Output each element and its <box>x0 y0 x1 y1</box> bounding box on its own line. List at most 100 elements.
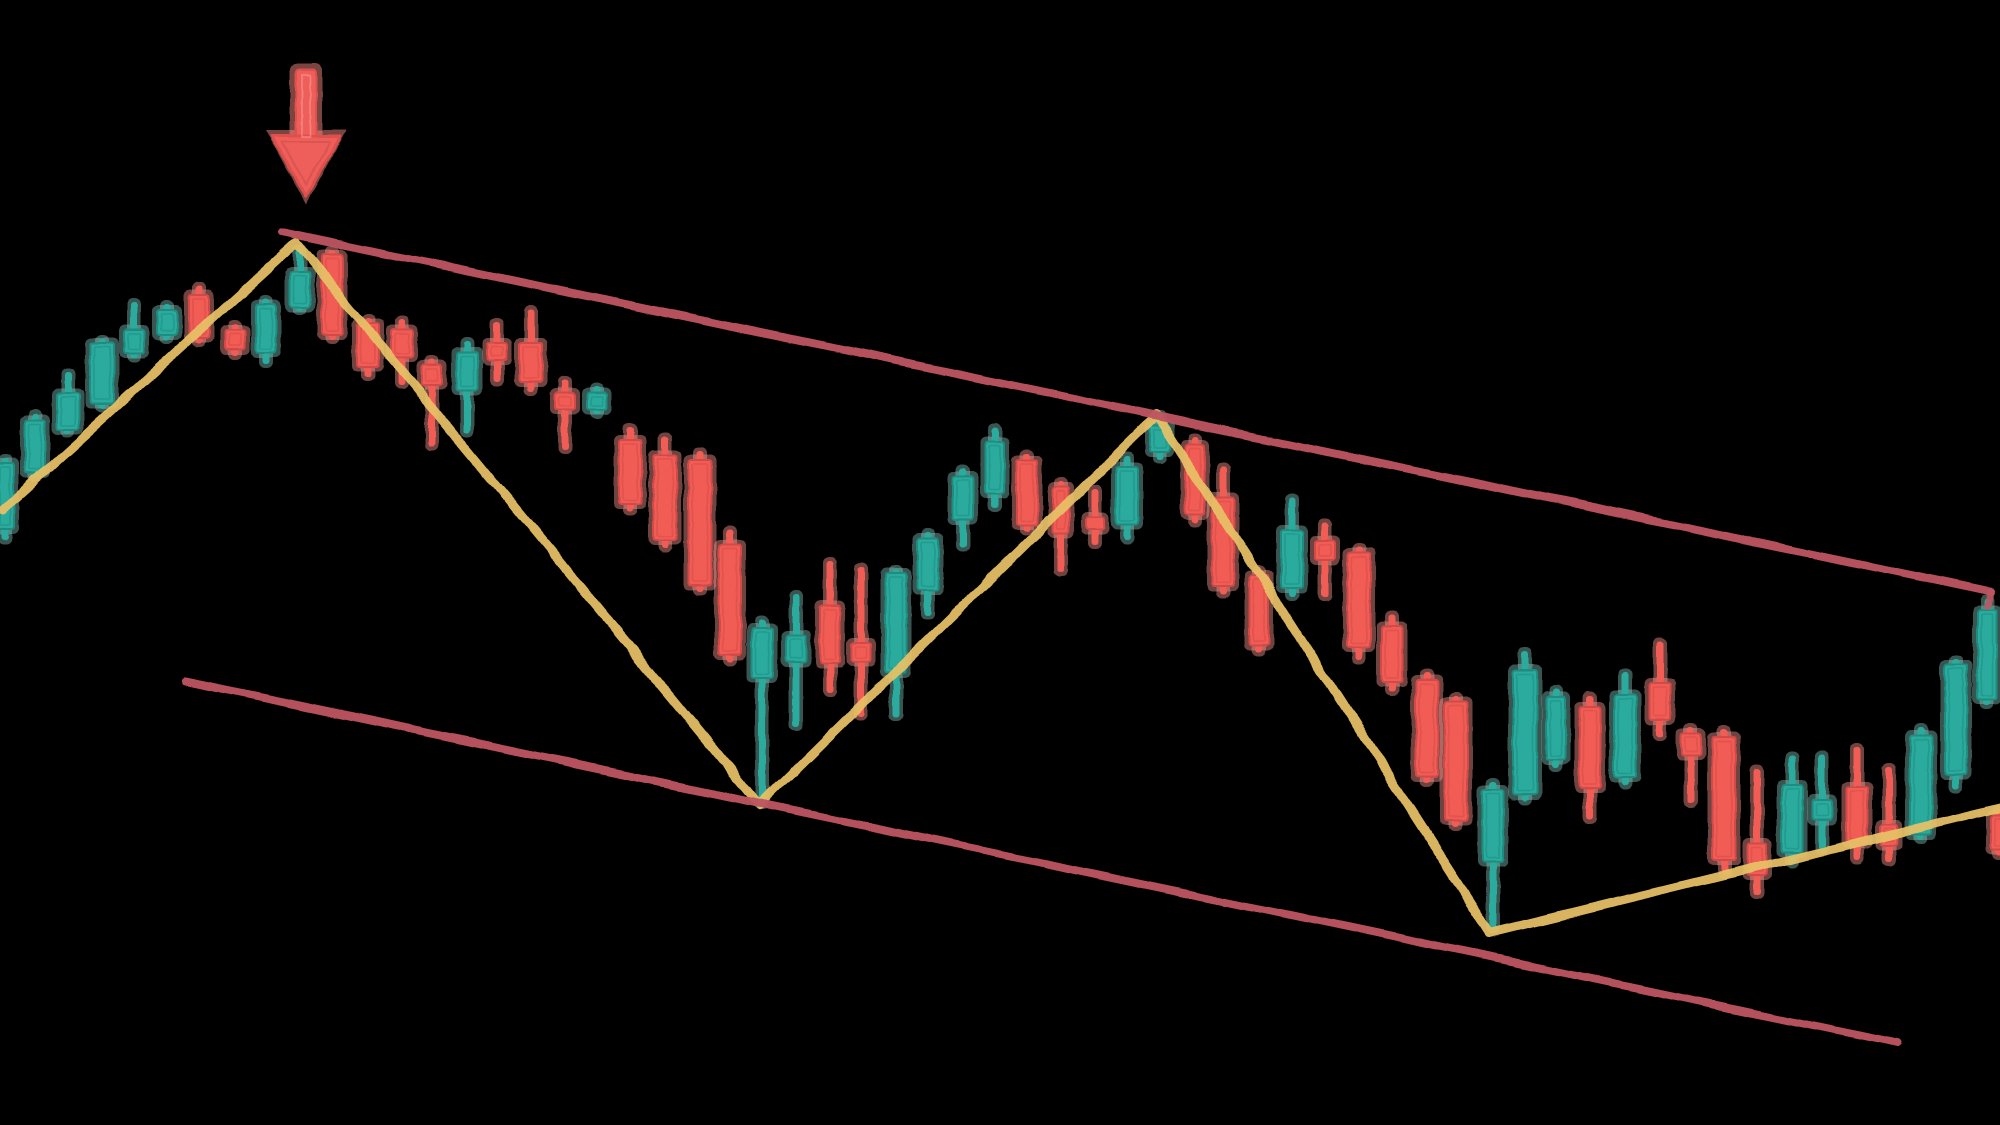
candle-wick <box>561 379 569 450</box>
candle-bullish <box>912 528 944 620</box>
candle-body <box>1976 609 1998 701</box>
candle-bullish <box>1940 655 1972 794</box>
candle-body-inner-line <box>1715 740 1733 857</box>
candle-body-inner-line <box>1994 818 2000 847</box>
candle-body-inner-line <box>823 608 837 660</box>
zigzag-line <box>0 238 2000 938</box>
candle-body-inner-line <box>590 396 604 407</box>
candle-body <box>224 329 246 351</box>
candle-body-inner-line <box>1549 700 1563 757</box>
candle-body-inner-line <box>1153 428 1167 449</box>
upper-channel-line-end-hook <box>1983 588 1996 609</box>
candle-wick <box>1753 769 1761 895</box>
candle-body-inner-line <box>127 333 141 350</box>
candle-bearish <box>1376 610 1408 696</box>
candle-body <box>1648 682 1672 721</box>
candle-body <box>486 342 508 361</box>
candle-body <box>819 604 841 664</box>
candle-body <box>1314 539 1336 561</box>
candle-body-inner-line <box>621 443 639 502</box>
candle-body-inner-line <box>293 275 307 304</box>
candle-body-inner-line <box>1119 470 1135 522</box>
candle-body-inner-line <box>656 458 674 537</box>
candle-body-inner-line <box>228 333 242 347</box>
candle-body <box>1680 732 1702 756</box>
candle-bullish <box>880 565 912 721</box>
candle-body <box>1085 516 1105 531</box>
candle-body <box>1613 694 1637 779</box>
channel-lines-layer <box>181 228 1996 1047</box>
candle-bearish <box>1011 449 1043 536</box>
candle-bullish <box>582 383 612 419</box>
candle-body <box>1811 799 1833 821</box>
candle-body <box>951 476 975 521</box>
candle-bearish <box>1081 485 1109 549</box>
candle-bearish <box>1574 692 1606 824</box>
candle-body <box>156 309 178 336</box>
candle-body <box>1711 736 1737 861</box>
zigzag-layer <box>0 238 2000 938</box>
candle-bearish <box>815 557 845 697</box>
candle-body <box>455 351 479 391</box>
candle-bearish <box>482 318 512 386</box>
candle-body-inner-line <box>1384 630 1400 679</box>
candle-body-inner-line <box>754 631 770 675</box>
candle-body-inner-line <box>259 308 273 350</box>
candle-body-inner-line <box>490 346 504 357</box>
candle-body-inner-line <box>988 445 1002 490</box>
candle-body <box>750 627 774 679</box>
candle-bearish <box>1048 477 1074 576</box>
candle-bearish <box>1707 725 1741 879</box>
candle-body-inner-line <box>93 346 111 400</box>
candle-bullish <box>746 615 778 809</box>
arrow-head-inner-line <box>280 141 332 187</box>
candle-bullish <box>1508 647 1542 805</box>
candle-body-inner-line <box>1948 668 1964 772</box>
candle-body-inner-line <box>1516 673 1534 792</box>
candle-body-inner-line <box>160 313 174 332</box>
candle-body <box>1578 706 1602 789</box>
candle-bullish <box>85 335 119 412</box>
candle-body <box>850 642 872 663</box>
candle-body <box>421 364 443 386</box>
candle-body <box>56 392 80 431</box>
candle-body-inner-line <box>691 463 709 582</box>
arrow-shaft-inner-line <box>301 74 311 138</box>
candle-bearish <box>648 432 682 552</box>
candle-body <box>1944 664 1968 776</box>
candle-bullish <box>1609 668 1641 790</box>
candle-body <box>1380 626 1404 683</box>
candle-body-inner-line <box>0 466 11 527</box>
candle-bearish <box>846 563 876 721</box>
arrow-layer <box>266 64 346 204</box>
candle-body-inner-line <box>459 355 475 387</box>
candle-body <box>687 459 713 586</box>
candle-bullish <box>1541 685 1571 772</box>
candle-body-inner-line <box>854 646 868 659</box>
candle-bullish <box>1905 723 1937 844</box>
candle-body <box>1909 734 1933 836</box>
candle-body-inner-line <box>60 396 76 427</box>
candle-bullish <box>1776 751 1808 869</box>
candle-body <box>89 342 115 404</box>
candle-bullish <box>1276 493 1308 601</box>
candle-bullish <box>119 298 149 362</box>
candle-body <box>1443 701 1469 821</box>
candle-body-inner-line <box>722 548 738 652</box>
arrow-head <box>270 134 342 198</box>
candle-bullish <box>1807 750 1837 854</box>
candle-bearish <box>1310 518 1340 601</box>
candle-body-inner-line <box>1350 556 1368 644</box>
candle-bullish <box>251 295 281 368</box>
candle-body <box>518 342 544 383</box>
candle-body-inner-line <box>1485 793 1501 859</box>
candle-body <box>390 329 414 358</box>
candle-bearish <box>1439 692 1473 831</box>
candle-body <box>1115 466 1139 526</box>
candle-body-inner-line <box>28 423 42 470</box>
candle-body-inner-line <box>1419 683 1435 774</box>
candle-body-inner-line <box>1980 613 1994 697</box>
candle-body-inner-line <box>1019 463 1035 522</box>
candle-body <box>984 441 1006 494</box>
